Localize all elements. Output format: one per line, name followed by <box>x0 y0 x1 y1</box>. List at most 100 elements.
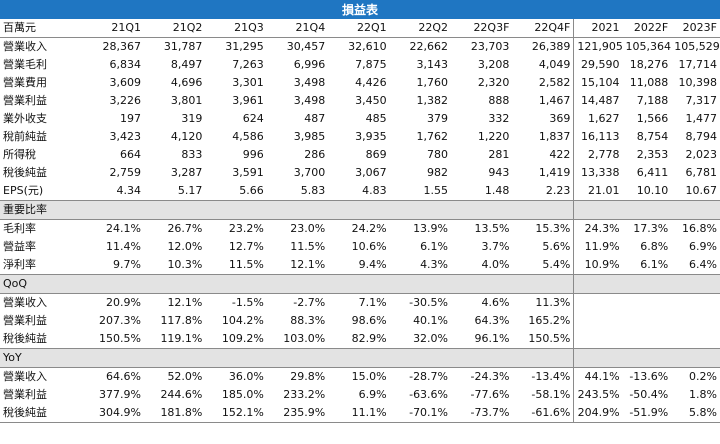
row-label: 稅前純益 <box>3 130 47 143</box>
table-cell: 6,411 <box>636 166 669 179</box>
table-cell: 64.3% <box>474 314 510 327</box>
section-filler <box>573 348 720 368</box>
table-cell: 2,023 <box>685 148 718 161</box>
row-label: 稅後純益 <box>3 166 47 179</box>
table-cell: 64.6% <box>106 370 141 383</box>
table-cell: 1,467 <box>538 94 571 107</box>
table-cell: 2,778 <box>573 146 623 164</box>
table-cell: 32,610 <box>348 40 387 53</box>
table-cell: 1.8% <box>689 388 717 401</box>
table-cell: -51.9% <box>622 404 672 423</box>
table-cell: 119.1% <box>160 332 203 345</box>
table-cell: 17.3% <box>633 222 669 235</box>
table-cell: 3,700 <box>293 166 326 179</box>
table-cell: 26,389 <box>531 40 571 53</box>
table-cell: 204.9% <box>573 404 623 423</box>
table-cell: -13.4% <box>531 370 571 383</box>
table-cell <box>671 330 720 349</box>
table-row: 營業收入 64.6% 52.0% 36.0% 29.8% 15.0% -28.7% -24.3… <box>0 367 720 386</box>
table-cell: 29.8% <box>290 370 326 383</box>
table-cell: 18,276 <box>629 58 669 71</box>
table-cell <box>573 312 623 330</box>
table-row: 稅後純益 2,759 3,287 3,591 3,700 3,067 982 943 1,419… <box>0 164 720 182</box>
table-cell: 52.0% <box>167 370 203 383</box>
table-cell: 165.2% <box>528 314 571 327</box>
table-cell: 5.4% <box>542 258 571 271</box>
section-yoy: YoY <box>0 348 720 368</box>
table-cell: 10.3% <box>167 258 203 271</box>
table-cell: 21.01 <box>573 182 623 201</box>
table-cell: 8,754 <box>636 130 669 143</box>
table-cell: 11.5% <box>228 258 264 271</box>
section-qoq: QoQ <box>0 274 720 294</box>
table-cell: 10,398 <box>678 76 718 89</box>
column-header: 22Q1 <box>328 19 390 38</box>
table-cell: -13.6% <box>629 370 669 383</box>
table-cell: 869 <box>365 148 387 161</box>
row-label: 淨利率 <box>3 258 36 271</box>
table-cell: 244.6% <box>160 388 203 401</box>
table-row: 稅後純益 304.9% 181.8% 152.1% 235.9% 11.1% -70.1% -… <box>0 404 720 423</box>
table-cell: 44.1% <box>573 367 623 386</box>
table-cell: 11.3% <box>535 296 571 309</box>
table-cell: 16,113 <box>573 128 623 146</box>
row-label: 稅後純益 <box>0 404 83 423</box>
table-cell: 12.1% <box>167 296 203 309</box>
table-cell: -2.7% <box>293 296 326 309</box>
column-header: 22Q3F <box>451 19 513 38</box>
table-cell <box>573 330 623 349</box>
table-cell: 5.6% <box>542 240 571 253</box>
table-cell: 243.5% <box>573 386 623 404</box>
table-row: 營業收入 20.9% 12.1% -1.5% -2.7% 7.1% -30.5% 4.6% 11… <box>0 293 720 313</box>
table-cell: 5.8% <box>671 404 720 423</box>
section-ratios: 重要比率 <box>0 200 720 220</box>
column-header: 2021 <box>573 19 623 38</box>
table-cell: 12.1% <box>290 258 326 271</box>
table-cell: 103.0% <box>283 332 326 345</box>
table-cell: 4,696 <box>170 76 203 89</box>
table-cell: -1.5% <box>231 296 264 309</box>
table-cell: 5.17 <box>177 184 203 197</box>
table-cell: 4.3% <box>420 258 449 271</box>
table-cell: 117.8% <box>160 314 203 327</box>
table-cell: 15.3% <box>535 222 571 235</box>
table-cell: 6,834 <box>109 58 141 71</box>
table-cell: 6.9% <box>358 388 387 401</box>
table-row: 營益率 11.4% 12.0% 12.7% 11.5% 10.6% 6.1% 3.7% 5.6%… <box>0 238 720 256</box>
table-cell: 4.6% <box>481 296 510 309</box>
table-cell: 286 <box>304 148 326 161</box>
table-cell: 23,703 <box>470 40 510 53</box>
table-row: 淨利率 9.7% 10.3% 11.5% 12.1% 9.4% 4.3% 4.0% 5.4% 10… <box>0 256 720 275</box>
table-cell <box>671 294 720 313</box>
table-cell: 104.2% <box>221 314 264 327</box>
table-cell: 7,188 <box>636 94 669 107</box>
table-cell: 24.1% <box>106 222 141 235</box>
table-cell: 6.9% <box>689 240 717 253</box>
table-cell: 14,487 <box>573 92 623 110</box>
table-row: 所得稅 664 833 996 286 869 780 281 422 2,778 2,353 2,0… <box>0 146 720 164</box>
table-cell: 105,364 <box>625 40 672 53</box>
table-cell: 1,760 <box>416 76 449 89</box>
column-header: 21Q4 <box>266 19 329 38</box>
column-header: 21Q3 <box>205 19 267 38</box>
table-cell: 7,263 <box>232 58 264 71</box>
table-cell: 2.23 <box>545 184 571 197</box>
table-cell: 8,497 <box>170 58 203 71</box>
table-cell <box>623 294 672 313</box>
table-cell: 82.9% <box>351 332 387 345</box>
table-cell: 23.2% <box>228 222 264 235</box>
row-label: 毛利率 <box>3 222 36 235</box>
table-cell: 3,287 <box>170 166 203 179</box>
table-cell: 98.6% <box>351 314 387 327</box>
column-header: 22Q4F <box>512 19 574 38</box>
table-cell: 30,457 <box>286 40 326 53</box>
table-cell: 4,586 <box>232 130 264 143</box>
income-statement-table: 損益表 百萬元 21Q1 21Q2 21Q3 21Q4 22Q1 22Q2 22Q3F 22Q4… <box>0 0 720 423</box>
table-cell: 1,566 <box>636 112 669 125</box>
table-cell: 10.67 <box>685 184 718 197</box>
table-cell: 3,498 <box>293 94 326 107</box>
table-cell <box>623 312 672 330</box>
table-cell: 3,226 <box>109 94 141 107</box>
table-cell: 36.0% <box>228 370 264 383</box>
header-row: 百萬元 21Q1 21Q2 21Q3 21Q4 22Q1 22Q2 22Q3F 22Q4F 202… <box>0 19 720 38</box>
